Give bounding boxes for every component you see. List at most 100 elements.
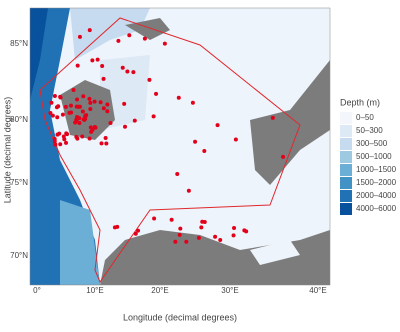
sample-point (142, 36, 147, 41)
legend-swatch (340, 112, 352, 124)
frame (29, 7, 331, 286)
lat-tick-label: 80°N (10, 115, 28, 124)
sample-point (131, 70, 136, 75)
sample-point (242, 228, 247, 233)
sample-point (75, 97, 80, 102)
sample-point (58, 94, 63, 99)
sample-point (92, 99, 97, 104)
sample-point (90, 58, 95, 63)
sample-point (80, 109, 85, 114)
sample-point (58, 142, 63, 147)
sample-point (75, 136, 80, 141)
sample-point (88, 100, 93, 105)
sample-point (55, 115, 60, 120)
sample-point (105, 109, 110, 114)
sample-point (56, 104, 61, 109)
sample-point (125, 69, 130, 74)
white-sea (250, 240, 300, 265)
sample-point (77, 34, 82, 39)
legend-label: 50–300 (356, 126, 383, 135)
sample-point (178, 226, 183, 231)
sample-point (100, 63, 105, 68)
sample-point (190, 100, 195, 105)
sample-point (177, 232, 182, 237)
lon-tick-label: 40°E (309, 286, 326, 295)
legend-label: 4000–6000 (356, 204, 397, 213)
legend-label: 2000–4000 (356, 191, 397, 200)
sample-point (81, 94, 86, 99)
map-area (30, 8, 330, 285)
sample-point (231, 233, 236, 238)
lon-ticks: 0° 10°E 20°E 30°E 40°E (33, 286, 327, 295)
sample-point (53, 142, 58, 147)
sample-point (132, 118, 137, 123)
legend-swatch (340, 190, 352, 202)
sample-point (50, 113, 55, 118)
sample-point (52, 139, 57, 144)
legend-swatch (340, 125, 352, 137)
sample-point (87, 136, 92, 141)
sample-point (101, 106, 106, 111)
sample-point (162, 41, 167, 46)
sample-point (202, 148, 207, 153)
sample-point (77, 116, 82, 121)
sample-point (49, 100, 54, 105)
legend-swatch (340, 203, 352, 215)
sample-point (193, 139, 198, 144)
sample-point (175, 171, 180, 176)
sample-point (184, 239, 189, 244)
legend-label: 500–1000 (356, 152, 392, 161)
sample-point (173, 239, 178, 244)
sample-point (52, 94, 57, 99)
sample-point (61, 134, 66, 139)
sample-point (82, 117, 87, 122)
x-axis-label: Longitude (decimal degrees) (123, 312, 237, 322)
legend-label: 0–50 (356, 113, 374, 122)
study-area (39, 17, 301, 284)
sample-point (64, 131, 69, 136)
deep-sea (30, 8, 48, 100)
sample-point (196, 235, 201, 240)
lon-tick-label: 20°E (151, 286, 168, 295)
sample-point (218, 237, 223, 242)
sample-point (101, 76, 106, 81)
lat-ticks: 85°N 80°N 75°N 70°N (10, 39, 28, 260)
legend-title: Depth (m) (340, 97, 380, 107)
lon-tick-label: 10°E (86, 286, 103, 295)
legend-swatch (340, 138, 352, 150)
sample-point (232, 225, 237, 230)
lat-tick-label: 85°N (10, 39, 28, 48)
sample-point (76, 104, 81, 109)
sample-point (152, 216, 157, 221)
sample-point (281, 154, 286, 159)
sample-point (176, 95, 181, 100)
sample-point (99, 141, 104, 146)
sample-point (151, 114, 156, 119)
sample-points (48, 28, 286, 244)
legend-label: 1000–1500 (356, 165, 397, 174)
sample-point (122, 101, 127, 106)
sample-point (77, 121, 82, 126)
sample-point (127, 33, 132, 38)
sample-point (147, 77, 152, 82)
norway-russia (100, 230, 330, 285)
sample-point (154, 91, 159, 96)
sample-point (64, 140, 69, 145)
sample-point (60, 112, 65, 117)
sample-point (202, 220, 207, 225)
sample-point (87, 96, 92, 101)
legend-swatch (340, 164, 352, 176)
legend: 0–50 50–300 300–500 500–1000 1000–1500 1500–2… (340, 112, 397, 215)
legend-label: 300–500 (356, 139, 388, 148)
novaya-zemlya (250, 60, 330, 185)
sample-point (116, 38, 121, 43)
sample-point (123, 124, 128, 129)
sample-point (103, 136, 108, 141)
sample-point (92, 125, 97, 130)
sample-point (136, 228, 141, 233)
sample-point (108, 121, 113, 126)
sample-point (186, 188, 191, 193)
sample-point (88, 107, 93, 112)
legend-swatch (340, 151, 352, 163)
